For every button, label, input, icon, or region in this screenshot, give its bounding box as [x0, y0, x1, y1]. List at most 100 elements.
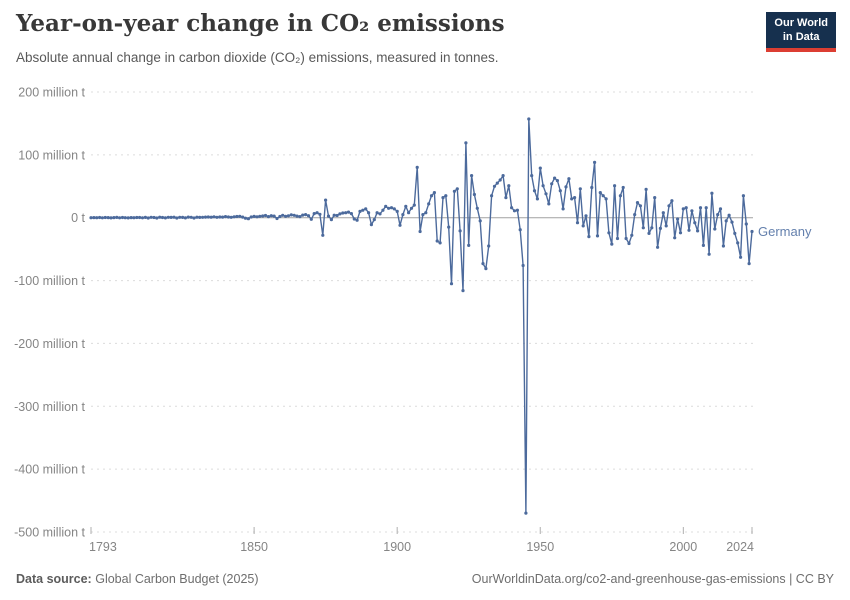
data-source-value: Global Carbon Budget (2025)	[95, 572, 259, 586]
data-point	[547, 202, 551, 206]
data-point	[344, 211, 348, 215]
data-point	[716, 213, 720, 217]
data-point	[535, 197, 540, 201]
data-point	[590, 185, 594, 190]
data-point	[118, 216, 122, 220]
data-point	[278, 214, 282, 219]
data-point	[175, 216, 179, 220]
data-point	[258, 214, 262, 218]
data-point	[578, 187, 582, 191]
data-point	[658, 226, 663, 230]
data-point	[286, 214, 290, 218]
data-point	[561, 207, 565, 211]
data-point	[747, 262, 751, 266]
data-point	[355, 218, 359, 222]
data-point	[435, 239, 439, 243]
data-point	[338, 212, 342, 216]
data-point	[452, 189, 456, 193]
data-point	[690, 209, 694, 213]
data-point	[158, 215, 162, 219]
data-point	[696, 229, 700, 233]
data-point	[103, 215, 107, 220]
data-point	[593, 160, 597, 164]
data-point	[727, 213, 731, 217]
data-point	[335, 213, 339, 218]
data-point	[352, 217, 356, 221]
data-point	[464, 141, 468, 145]
footer-link[interactable]: OurWorldinData.org/co2-and-greenhouse-ga…	[471, 572, 834, 586]
y-axis-label: -300 million t	[14, 400, 85, 414]
data-point	[321, 233, 325, 237]
data-point	[607, 231, 611, 235]
data-point	[558, 189, 562, 193]
data-point	[635, 201, 640, 205]
data-point	[95, 216, 99, 220]
data-point	[226, 215, 230, 219]
data-point	[384, 204, 388, 208]
data-point	[550, 182, 554, 186]
data-point	[707, 252, 711, 256]
data-source-label: Data source:	[16, 572, 92, 586]
data-point	[232, 215, 236, 219]
data-point	[724, 219, 728, 223]
data-point	[472, 192, 476, 197]
data-point	[206, 215, 210, 219]
data-point	[389, 206, 394, 210]
data-point	[601, 194, 605, 198]
data-point	[461, 289, 465, 293]
data-point	[641, 226, 645, 230]
x-axis-label: 1793	[89, 540, 117, 554]
data-point	[530, 174, 534, 178]
data-point	[698, 206, 703, 210]
data-point	[301, 213, 305, 217]
data-point	[664, 224, 668, 228]
data-point	[89, 216, 93, 220]
data-point	[404, 204, 408, 208]
data-point	[481, 262, 485, 266]
data-point	[212, 215, 216, 219]
data-point	[575, 221, 580, 225]
data-point	[573, 196, 577, 200]
data-point	[318, 212, 322, 216]
owid-logo[interactable]: Our World in Data	[766, 12, 836, 52]
entity-label: Germany	[758, 224, 812, 239]
data-point	[120, 215, 125, 220]
data-point	[149, 215, 153, 219]
data-point	[630, 233, 634, 237]
data-point	[269, 214, 273, 218]
data-point	[638, 204, 643, 208]
data-point	[203, 215, 208, 219]
data-point	[676, 217, 680, 221]
data-point	[289, 213, 293, 217]
data-point	[650, 226, 654, 230]
data-point	[455, 187, 459, 191]
data-point	[412, 203, 416, 207]
x-axis-label: 1850	[240, 540, 268, 554]
data-point	[656, 245, 660, 249]
data-point	[718, 207, 723, 211]
data-point	[361, 208, 365, 212]
data-point	[229, 215, 233, 219]
data-point	[721, 244, 726, 248]
data-point	[487, 244, 491, 248]
data-point	[372, 218, 376, 222]
data-point	[673, 236, 677, 240]
data-point	[109, 216, 113, 220]
data-point	[266, 215, 270, 219]
x-axis-label: 1900	[383, 540, 411, 554]
data-point	[378, 212, 382, 216]
data-point	[306, 214, 311, 218]
data-point	[595, 234, 600, 238]
data-point	[92, 216, 96, 220]
data-point	[532, 189, 537, 193]
data-point	[618, 194, 623, 198]
data-point	[407, 211, 411, 215]
data-point	[624, 236, 628, 241]
data-point	[166, 215, 170, 219]
data-point	[498, 178, 502, 182]
data-point	[215, 215, 219, 219]
data-point	[492, 184, 497, 188]
data-point	[261, 214, 265, 218]
data-point	[518, 228, 522, 232]
